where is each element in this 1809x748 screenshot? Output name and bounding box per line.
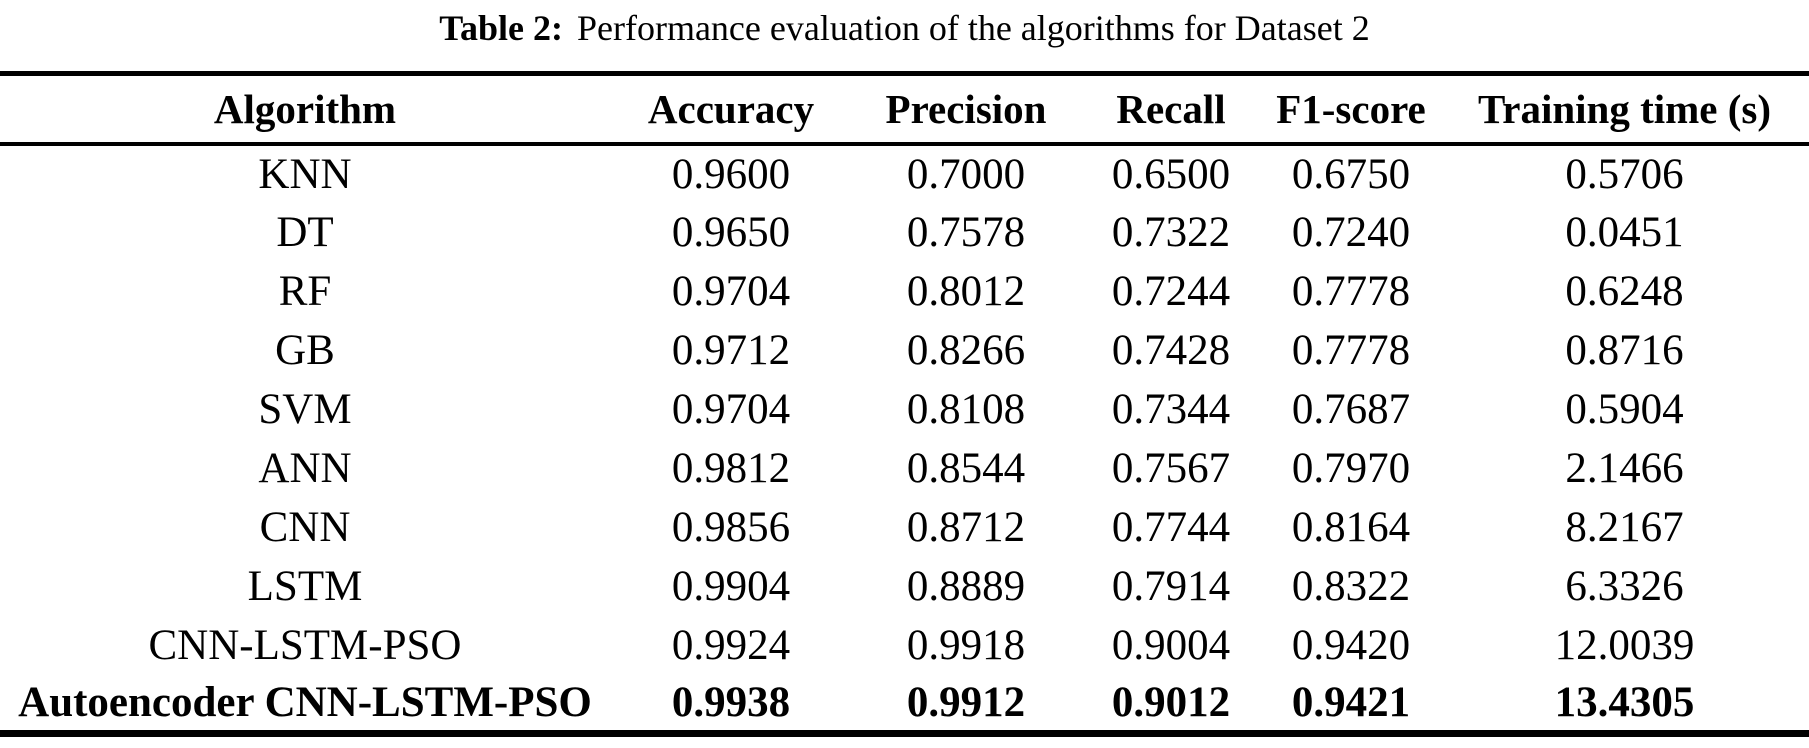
recall-cell: 0.7244 bbox=[1111, 267, 1231, 315]
recall-cell: 0.7567 bbox=[1111, 444, 1231, 492]
f1-score-cell: 0.7240 bbox=[1291, 208, 1411, 256]
training-time-cell: 2.1466 bbox=[1565, 444, 1684, 492]
recall-cell: 0.7744 bbox=[1111, 503, 1231, 551]
algorithm-cell: CNN bbox=[259, 503, 351, 551]
accuracy-cell: 0.9904 bbox=[671, 562, 791, 610]
column-header-training-time: Training time (s) bbox=[1440, 73, 1809, 146]
precision-cell: 0.8889 bbox=[906, 562, 1026, 610]
precision-cell: 0.8012 bbox=[906, 267, 1026, 315]
f1-score-cell: 0.8322 bbox=[1291, 562, 1411, 610]
algorithm-cell: LSTM bbox=[247, 562, 363, 610]
performance-table: Algorithm Accuracy Precision Recall F1-s… bbox=[0, 71, 1809, 737]
table-caption-text: Performance evaluation of the algorithms… bbox=[576, 8, 1370, 48]
table-caption-label: Table 2: bbox=[439, 8, 563, 48]
table-header-row: Algorithm Accuracy Precision Recall F1-s… bbox=[0, 73, 1809, 146]
accuracy-cell: 0.9712 bbox=[671, 326, 791, 374]
table-row: LSTM 0.9904 0.8889 0.7914 0.8322 6.3326 bbox=[0, 557, 1809, 616]
accuracy-cell: 0.9924 bbox=[671, 621, 791, 669]
training-time-cell: 8.2167 bbox=[1565, 503, 1684, 551]
table-caption: Table 2: Performance evaluation of the al… bbox=[0, 0, 1809, 71]
training-time-cell: 0.5904 bbox=[1565, 385, 1684, 433]
algorithm-cell: CNN-LSTM-PSO bbox=[148, 621, 462, 669]
f1-score-cell: 0.7687 bbox=[1291, 385, 1411, 433]
precision-cell: 0.8544 bbox=[906, 444, 1026, 492]
algorithm-cell: DT bbox=[276, 208, 334, 256]
accuracy-cell: 0.9938 bbox=[671, 678, 791, 726]
table-row: RF 0.9704 0.8012 0.7244 0.7778 0.6248 bbox=[0, 262, 1809, 321]
table-row: CNN 0.9856 0.8712 0.7744 0.8164 8.2167 bbox=[0, 498, 1809, 557]
column-header-accuracy: Accuracy bbox=[610, 73, 852, 146]
precision-cell: 0.9912 bbox=[906, 678, 1026, 726]
table-row: KNN 0.9600 0.7000 0.6500 0.6750 0.5706 bbox=[0, 144, 1809, 203]
column-header-algorithm: Algorithm bbox=[0, 73, 610, 146]
table-row: CNN-LSTM-PSO 0.9924 0.9918 0.9004 0.9420 12.0… bbox=[0, 616, 1809, 675]
accuracy-cell: 0.9704 bbox=[671, 385, 791, 433]
table-row: DT 0.9650 0.7578 0.7322 0.7240 0.0451 bbox=[0, 203, 1809, 262]
f1-score-cell: 0.6750 bbox=[1291, 150, 1411, 198]
recall-cell: 0.7428 bbox=[1111, 326, 1231, 374]
accuracy-cell: 0.9856 bbox=[671, 503, 791, 551]
table-row: ANN 0.9812 0.8544 0.7567 0.7970 2.1466 bbox=[0, 439, 1809, 498]
recall-cell: 0.9004 bbox=[1111, 621, 1231, 669]
table-row: Autoencoder CNN-LSTM-PSO 0.9938 0.9912 0.90… bbox=[0, 675, 1809, 734]
table-body: KNN 0.9600 0.7000 0.6500 0.6750 0.5706 DT 0.965… bbox=[0, 144, 1809, 734]
algorithm-cell: GB bbox=[275, 326, 335, 374]
f1-score-cell: 0.9421 bbox=[1291, 678, 1411, 726]
recall-cell: 0.9012 bbox=[1111, 678, 1231, 726]
accuracy-cell: 0.9650 bbox=[671, 208, 791, 256]
algorithm-cell: ANN bbox=[258, 444, 352, 492]
f1-score-cell: 0.7778 bbox=[1291, 326, 1411, 374]
algorithm-cell: RF bbox=[278, 267, 332, 315]
precision-cell: 0.9918 bbox=[906, 621, 1026, 669]
column-header-recall: Recall bbox=[1080, 73, 1262, 146]
recall-cell: 0.7914 bbox=[1111, 562, 1231, 610]
f1-score-cell: 0.7970 bbox=[1291, 444, 1411, 492]
precision-cell: 0.7000 bbox=[906, 150, 1026, 198]
recall-cell: 0.7344 bbox=[1111, 385, 1231, 433]
table-row: SVM 0.9704 0.8108 0.7344 0.7687 0.5904 bbox=[0, 380, 1809, 439]
table-header: Algorithm Accuracy Precision Recall F1-s… bbox=[0, 73, 1809, 146]
recall-cell: 0.6500 bbox=[1111, 150, 1231, 198]
recall-cell: 0.7322 bbox=[1111, 208, 1231, 256]
table-row: GB 0.9712 0.8266 0.7428 0.7778 0.8716 bbox=[0, 321, 1809, 380]
precision-cell: 0.7578 bbox=[906, 208, 1026, 256]
column-header-precision: Precision bbox=[852, 73, 1080, 146]
training-time-cell: 13.4305 bbox=[1554, 678, 1695, 726]
f1-score-cell: 0.9420 bbox=[1291, 621, 1411, 669]
algorithm-cell: KNN bbox=[258, 150, 352, 198]
precision-cell: 0.8108 bbox=[906, 385, 1026, 433]
algorithm-cell: SVM bbox=[258, 385, 352, 433]
accuracy-cell: 0.9600 bbox=[671, 150, 791, 198]
precision-cell: 0.8266 bbox=[906, 326, 1026, 374]
training-time-cell: 6.3326 bbox=[1565, 562, 1684, 610]
algorithm-cell: Autoencoder CNN-LSTM-PSO bbox=[18, 678, 592, 726]
training-time-cell: 0.8716 bbox=[1565, 326, 1684, 374]
training-time-cell: 12.0039 bbox=[1554, 621, 1695, 669]
column-header-f1-score: F1-score bbox=[1262, 73, 1440, 146]
training-time-cell: 0.0451 bbox=[1565, 208, 1684, 256]
f1-score-cell: 0.8164 bbox=[1291, 503, 1411, 551]
training-time-cell: 0.6248 bbox=[1565, 267, 1684, 315]
training-time-cell: 0.5706 bbox=[1565, 150, 1684, 198]
accuracy-cell: 0.9704 bbox=[671, 267, 791, 315]
f1-score-cell: 0.7778 bbox=[1291, 267, 1411, 315]
precision-cell: 0.8712 bbox=[906, 503, 1026, 551]
accuracy-cell: 0.9812 bbox=[671, 444, 791, 492]
